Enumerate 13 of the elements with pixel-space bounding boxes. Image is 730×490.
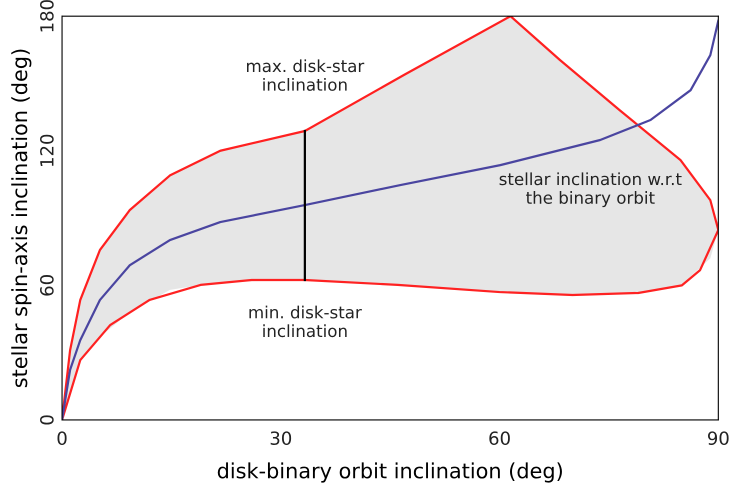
x-axis-title: disk-binary orbit inclination (deg)	[218, 462, 562, 483]
x-tick-label: 0	[57, 431, 67, 446]
y-tick-label: 60	[40, 275, 54, 296]
y-axis-title: stellar spin-axis inclination (deg)	[11, 50, 32, 388]
y-tick-label: 0	[40, 415, 54, 424]
x-tick-label: 30	[270, 431, 292, 446]
y-tick-label: 180	[40, 0, 54, 32]
x-tick-label: 90	[708, 431, 729, 446]
annotation: min. disk-star inclination	[249, 306, 362, 338]
x-tick-label: 60	[489, 431, 510, 446]
y-tick-label: 120	[40, 134, 54, 166]
annotation: stellar inclination w.r.t the binary orbit	[500, 172, 682, 208]
annotation: max. disk-star inclination	[247, 59, 364, 91]
